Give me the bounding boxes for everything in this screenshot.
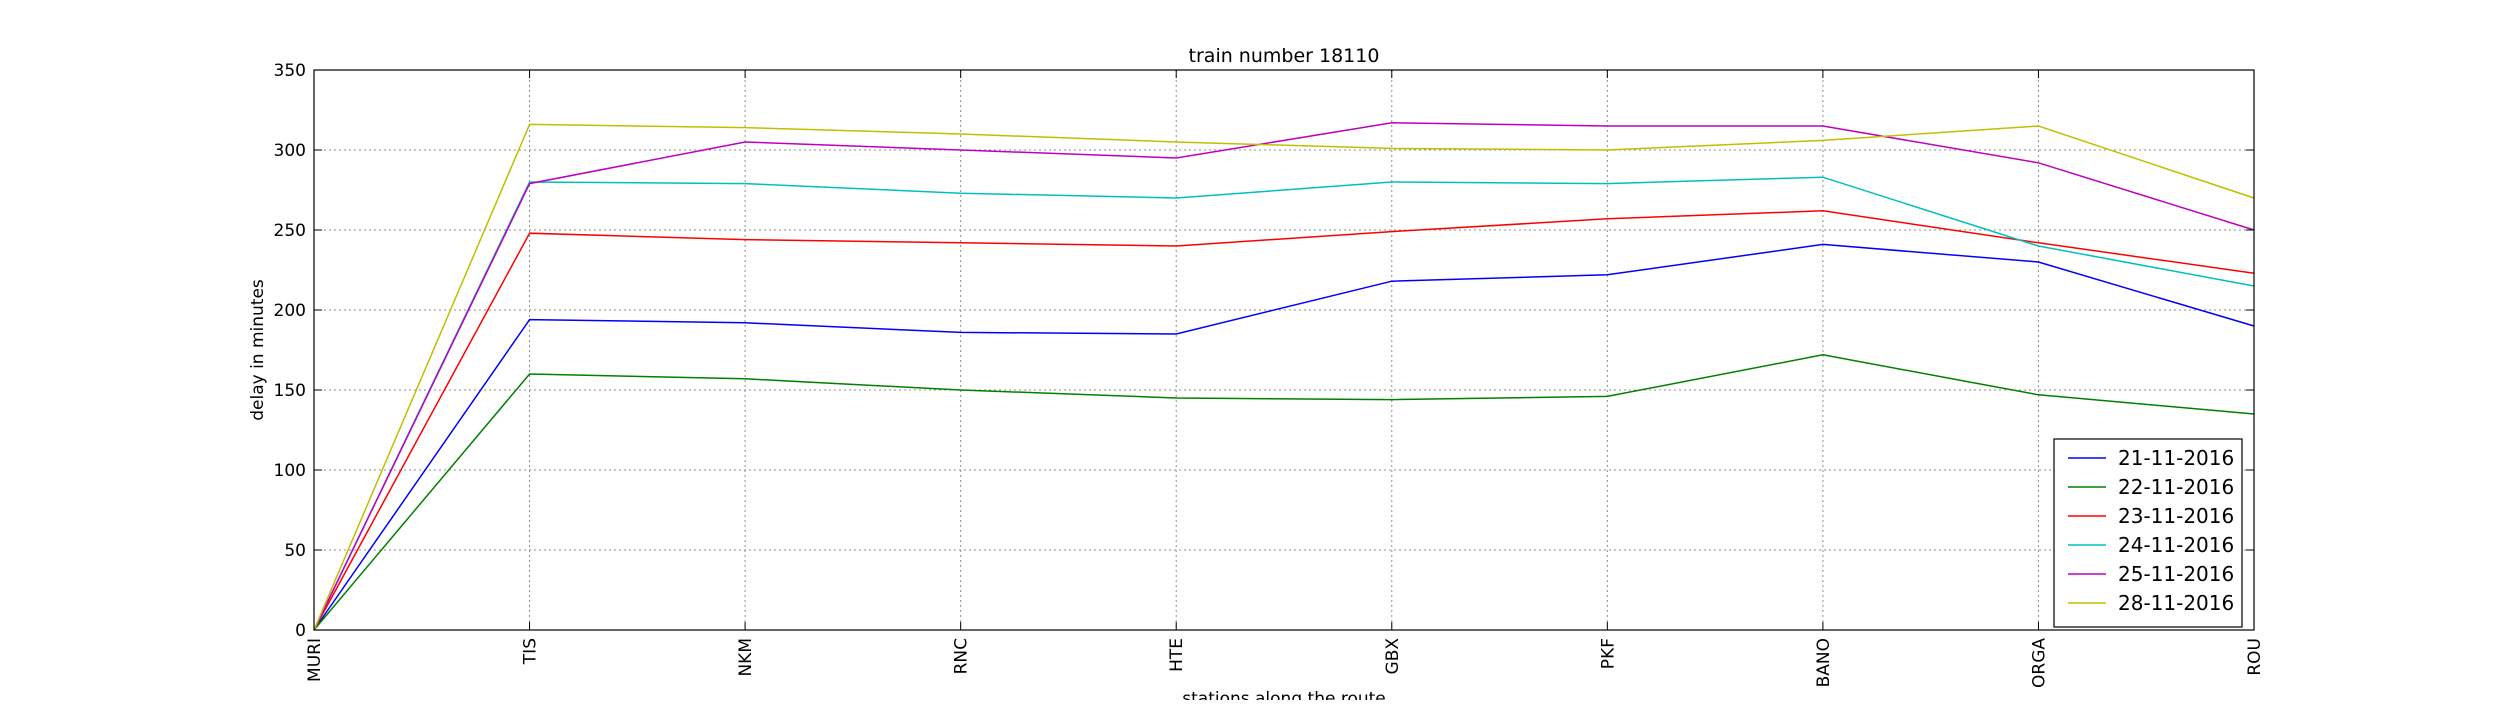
legend-label: 24-11-2016 — [2118, 533, 2234, 557]
x-tick-label: PKF — [1598, 638, 1618, 669]
legend-label: 21-11-2016 — [2118, 446, 2234, 470]
series-line — [313, 123, 2255, 631]
y-tick-label: 250 — [274, 221, 306, 241]
grid-layer — [313, 69, 2255, 631]
y-tick-label: 300 — [274, 141, 306, 161]
series-layer — [313, 122, 2255, 631]
y-tick-label: 100 — [274, 461, 306, 481]
x-tick-label: BANO — [1814, 638, 1834, 687]
x-tick-label: ORGA — [2029, 638, 2049, 688]
series-line — [313, 122, 2255, 631]
y-tick-label: 50 — [284, 541, 306, 561]
y-tick-label: 200 — [274, 301, 306, 321]
legend-label: 28-11-2016 — [2118, 591, 2234, 615]
x-tick-label: HTE — [1167, 638, 1187, 672]
y-tick-label: 0 — [295, 621, 306, 641]
legend-label: 22-11-2016 — [2118, 475, 2234, 499]
legend-label: 23-11-2016 — [2118, 504, 2234, 528]
chart-title: train number 18110 — [1189, 45, 1380, 67]
x-axis-label: stations along the route — [1182, 689, 1386, 700]
x-tick-label: RNC — [952, 638, 972, 674]
legend: 21-11-2016 22-11-2016 23-11-2016 24-11-2016… — [2053, 438, 2243, 628]
legend-label: 25-11-2016 — [2118, 562, 2234, 586]
x-tick-label: NKM — [736, 638, 756, 677]
x-tick-label: MURI — [305, 638, 325, 682]
tick-layer: 0 50 100 150 200 250 300 350 MURI TIS NKM RNC HTE GBX… — [274, 61, 2265, 688]
y-tick-label: 150 — [274, 381, 306, 401]
series-line — [313, 354, 2255, 631]
legend-box — [2053, 438, 2243, 628]
x-tick-label: ROU — [2245, 638, 2265, 676]
x-tick-label: GBX — [1383, 638, 1403, 675]
series-line — [313, 243, 2255, 631]
y-tick-label: 350 — [274, 61, 306, 81]
x-tick-label: TIS — [521, 638, 541, 665]
series-line — [313, 210, 2255, 631]
y-axis-label: delay in minutes — [248, 279, 268, 421]
series-line — [313, 176, 2255, 631]
plot-frame — [313, 69, 2255, 631]
